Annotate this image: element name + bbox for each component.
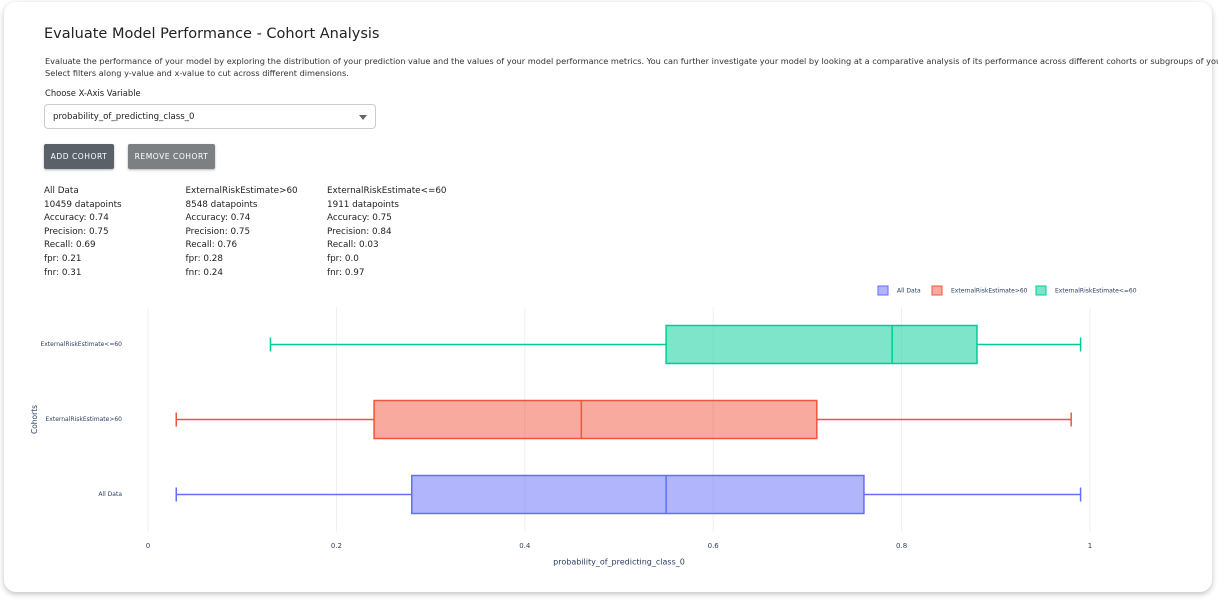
y-tick-label: ExternalRiskEstimate<=60 [40,341,122,348]
cohort-line: ExternalRiskEstimate<=60 [327,186,447,196]
legend-label: ExternalRiskEstimate>60 [951,288,1028,295]
cohort-line: fpr: 0.21 [44,253,82,264]
dropdown-arrow [359,115,367,120]
dropdown[interactable]: probability_of_predicting_class_0 [44,104,376,129]
description: Select filters along y-value and x-value… [45,68,349,78]
add-cohort-button[interactable]: ADD COHORT [44,144,114,169]
cohort-line: fnr: 0.31 [44,267,82,278]
box [665,324,978,365]
cohort-line: 8548 datapoints [185,199,258,210]
cohort-line: 1911 datapoints [327,199,400,210]
cohort-line: 10459 datapoints [44,199,122,210]
y-axis-label: Cohorts [30,405,39,434]
cohort-line: Recall: 0.76 [185,240,238,251]
cohort-line: fpr: 0.0 [327,253,359,264]
legend-label: All Data [897,288,921,295]
legend-swatch [1035,285,1047,296]
legend-swatch [931,285,943,296]
cohort-line: Precision: 0.84 [327,226,392,237]
chart: 0 0.2 0.4 0.6 0.8 1 probability_of_predicting_… [30,285,1137,567]
description: Evaluate the performance of your model b… [45,56,1218,66]
cohort-line: Precision: 0.75 [185,226,251,237]
cohort-line: Recall: 0.69 [44,240,96,251]
cohort-line: Precision: 0.75 [44,226,109,237]
title: Evaluate Model Performance - Cohort Anal… [44,26,380,42]
cohort-line: Recall: 0.03 [327,240,379,251]
box [411,474,865,515]
cohort-line: Accuracy: 0.74 [44,213,109,224]
x-tick-label: 1 [1088,542,1092,550]
x-tick-label: 0.6 [708,542,720,550]
remove-cohort-button[interactable]: REMOVE COHORT [128,144,215,169]
cohort-line: All Data [44,186,79,196]
cohort-summary: All Data 10459 datapoints Accuracy: 0.74 Pr… [44,185,122,280]
x-tick-label: 0.4 [519,542,531,550]
x-tick-label: 0.8 [896,542,907,550]
cohort-line: fnr: 0.97 [327,267,365,278]
panel: Evaluate Model Performance - Cohort Anal… [4,2,1218,592]
cohort-line: Accuracy: 0.74 [185,213,251,224]
cohort-line: ExternalRiskEstimate>60 [185,186,298,196]
x-tick-label: 0 [146,542,150,550]
cohort-line: fpr: 0.28 [185,253,224,264]
box [373,399,818,440]
x-axis-label: probability_of_predicting_class_0 [553,558,685,567]
selector-label: Choose X-Axis Variable [45,88,141,98]
dropdown-value: probability_of_predicting_class_0 [53,112,195,122]
y-tick-label: All Data [98,491,122,498]
cohort-summary: ExternalRiskEstimate>60 8548 datapoints Ac… [186,185,298,280]
y-tick-label: ExternalRiskEstimate>60 [46,416,123,423]
x-tick-label: 0.2 [331,542,342,550]
legend-label: ExternalRiskEstimate<=60 [1055,288,1137,295]
legend-swatch [877,285,889,296]
cohort-line: fnr: 0.24 [185,267,223,278]
cohort-line: Accuracy: 0.75 [327,213,392,224]
cohort-summary: ExternalRiskEstimate<=60 1911 datapoints A… [327,185,447,280]
